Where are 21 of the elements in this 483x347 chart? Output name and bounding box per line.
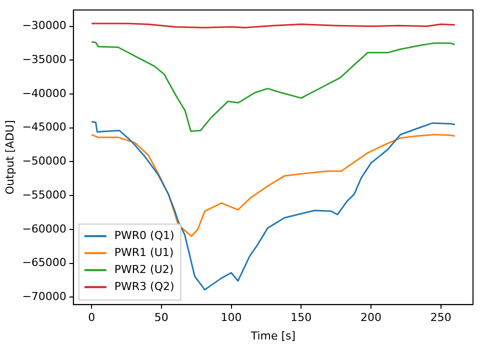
legend-label: PWR0 (Q1)	[114, 228, 174, 242]
x-axis-title: Time [s]	[250, 329, 296, 342]
y-tick-label: −60000	[22, 222, 66, 236]
y-tick-label: −35000	[22, 52, 66, 66]
x-tick-label: 100	[220, 311, 242, 324]
y-tick-label: −70000	[22, 290, 66, 304]
y-tick-label: −40000	[22, 86, 66, 100]
y-tick-label: −30000	[22, 19, 66, 32]
y-tick-label: −45000	[22, 120, 66, 134]
x-tick-label: 50	[154, 311, 168, 324]
y-axis-title: Output [ADU]	[3, 120, 16, 194]
x-tick-label: 250	[430, 311, 452, 324]
y-tick-label: −50000	[22, 154, 66, 168]
legend-label: PWR3 (Q2)	[114, 280, 174, 293]
x-tick-label: 200	[360, 311, 382, 324]
legend-label: PWR1 (U1)	[114, 246, 174, 259]
legend-label: PWR2 (U2)	[114, 262, 174, 276]
y-tick-label: −55000	[22, 188, 66, 202]
x-tick-label: 0	[88, 311, 96, 324]
x-tick-label: 150	[290, 311, 312, 324]
y-tick-label: −65000	[22, 256, 66, 270]
